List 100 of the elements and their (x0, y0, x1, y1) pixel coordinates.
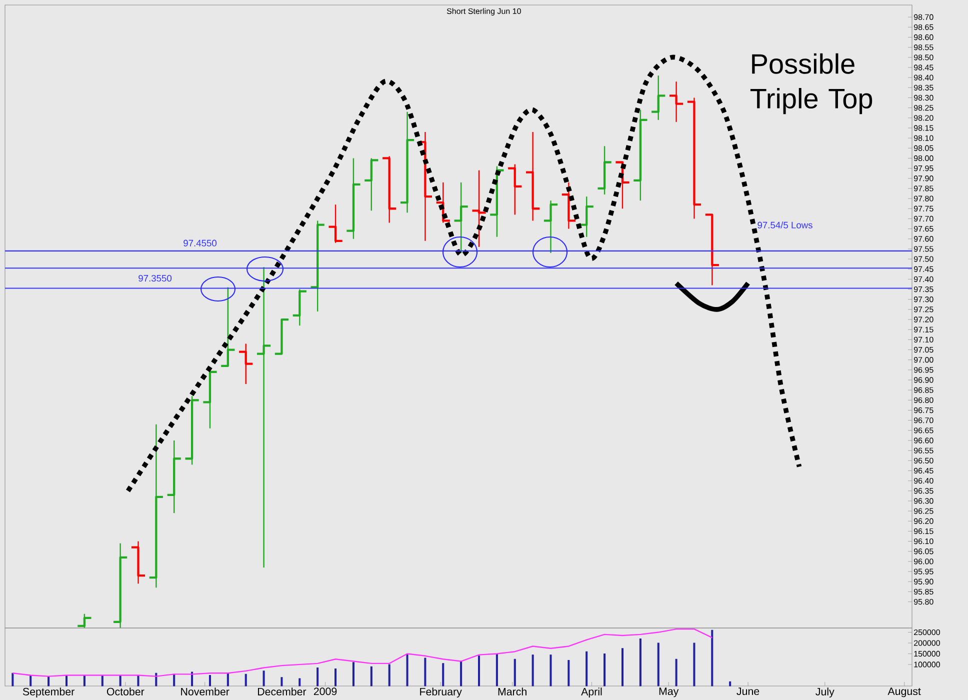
y-tick-label: 200000 (914, 640, 940, 646)
x-tick-label: July (816, 688, 834, 698)
y-tick-label: 97.20 (914, 316, 934, 322)
x-tick-label: September (22, 688, 74, 698)
candlestick (399, 111, 416, 214)
candlestick (578, 196, 594, 238)
y-tick-label: 96.55 (914, 448, 934, 454)
y-tick-label: 150000 (914, 650, 940, 657)
y-tick-label: 97.70 (914, 216, 934, 222)
y-tick-label: 96.50 (914, 458, 934, 464)
y-tick-label: 96.40 (914, 478, 934, 484)
y-tick-label: 96.00 (914, 558, 934, 564)
candlestick (632, 109, 648, 202)
x-tick-label: December (258, 688, 306, 696)
y-tick-label: 97.95 (914, 165, 934, 172)
ref-line-label: 97.4550 (184, 240, 217, 246)
y-tick-label: 98.50 (914, 54, 934, 60)
candlestick (202, 369, 218, 429)
candlestick (686, 97, 702, 220)
y-tick-label: 97.35 (914, 286, 934, 292)
chart-title: Short Sterling Jun 10 (446, 8, 521, 16)
candlestick (435, 182, 452, 224)
y-tick-label: 96.15 (914, 528, 934, 534)
candlestick (184, 396, 200, 466)
y-tick-label: 95.85 (914, 588, 934, 595)
candlestick (560, 182, 577, 230)
candlestick (614, 161, 630, 210)
candlestick (596, 146, 612, 196)
y-tick-label: 96.60 (914, 438, 934, 444)
y-tick-label: 97.65 (914, 226, 934, 232)
y-tick-label: 97.80 (914, 196, 934, 202)
y-tick-label: 96.45 (914, 468, 934, 474)
y-tick-label: 98.20 (914, 115, 934, 121)
candlestick (650, 74, 666, 121)
candlestick (130, 540, 146, 584)
y-tick-label: 98.10 (914, 135, 934, 141)
y-tick-label: 96.65 (914, 428, 934, 434)
candlestick (166, 440, 182, 514)
y-tick-label: 98.30 (914, 94, 934, 101)
y-tick-label: 98.00 (914, 155, 934, 162)
candlestick (364, 158, 380, 212)
y-tick-label: 98.05 (914, 145, 934, 151)
y-tick-label: 98.35 (914, 84, 934, 90)
y-tick-label: 95.80 (914, 598, 934, 605)
line-series (674, 280, 750, 312)
y-tick-label: 98.70 (914, 14, 934, 20)
x-tick-label: April (581, 688, 602, 698)
y-tick-label: 96.25 (914, 508, 934, 514)
candlestick (704, 214, 720, 286)
y-tick-label: 96.80 (914, 397, 934, 403)
y-tick-label: 97.10 (914, 336, 934, 343)
y-tick-label: 96.95 (914, 367, 934, 373)
candlestick (292, 288, 308, 326)
y-tick-label: 97.75 (914, 206, 934, 212)
y-tick-label: 96.85 (914, 387, 934, 393)
y-tick-label: 96.90 (914, 377, 934, 383)
x-tick-label: March (498, 688, 526, 696)
candlestick (148, 424, 164, 588)
y-tick-label: 98.15 (914, 125, 934, 131)
candlestick (220, 286, 236, 367)
y-tick-label: 95.95 (914, 568, 934, 574)
y-tick-label: 98.60 (914, 34, 934, 40)
candlestick (524, 131, 541, 222)
y-tick-label: 96.35 (914, 488, 934, 494)
candlestick (76, 613, 92, 629)
candlestick (381, 156, 398, 224)
x-tick-label: February (420, 688, 462, 698)
candlestick (310, 220, 326, 312)
x-tick-label: August (888, 688, 921, 698)
annotation: Possible Triple Top (750, 53, 872, 114)
ref-line-label: 97.54/5 Lows (758, 222, 812, 228)
x-tick-label: 2009 (314, 688, 337, 696)
candlestick (256, 266, 272, 568)
y-tick-label: 98.65 (914, 24, 934, 30)
y-tick-label: 97.15 (914, 326, 934, 332)
y-tick-label: 96.05 (914, 548, 934, 554)
y-tick-label: 96.10 (914, 538, 934, 544)
candlestick (453, 182, 469, 254)
y-tick-label: 97.00 (914, 357, 934, 363)
y-tick-label: 96.20 (914, 518, 934, 524)
y-tick-label: 96.75 (914, 407, 934, 414)
y-tick-label: 97.05 (914, 346, 934, 353)
y-tick-label: 97.50 (914, 256, 934, 262)
x-tick-label: October (106, 688, 144, 696)
y-tick-label: 97.30 (914, 296, 934, 302)
y-tick-label: 98.25 (914, 104, 934, 111)
y-tick-label: 98.55 (914, 44, 934, 50)
y-tick-label: 97.25 (914, 306, 934, 312)
x-tick-label: June (736, 688, 760, 696)
candlestick (668, 81, 684, 123)
candlestick (507, 164, 523, 216)
y-tick-label: 97.60 (914, 236, 934, 242)
y-tick-label: 97.90 (914, 176, 934, 182)
candlestick (489, 166, 505, 238)
candlestick (471, 170, 487, 248)
y-tick-label: 98.45 (914, 64, 934, 70)
y-tick-label: 97.55 (914, 246, 934, 252)
y-tick-label: 100000 (914, 662, 940, 668)
candlestick (112, 542, 128, 629)
y-tick-label: 96.70 (914, 417, 934, 424)
